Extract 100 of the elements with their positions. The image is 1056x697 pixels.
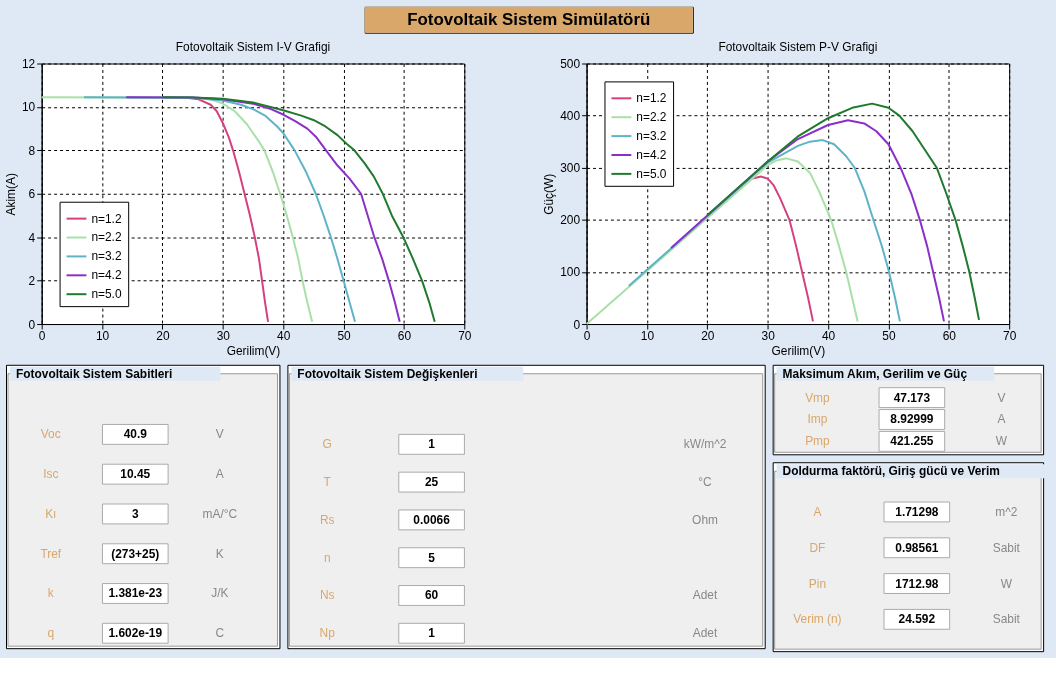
text: 1.602e-19	[108, 626, 163, 641]
text: (273+25)	[111, 546, 160, 561]
legend-label: n=4.2	[91, 268, 122, 283]
y-tick-label: 0	[28, 317, 36, 332]
text: °C	[698, 475, 713, 490]
line-series	[161, 96, 436, 323]
text: 1712.98	[895, 576, 939, 591]
category-label: k	[47, 586, 54, 601]
text: 25	[424, 475, 439, 490]
text: K	[215, 546, 224, 561]
text: 5	[428, 550, 435, 565]
x-tick-label: 60	[942, 329, 957, 344]
y-tick-label: 2	[28, 274, 36, 289]
legend-label: n=2.2	[91, 230, 122, 245]
category-label: Ns	[319, 588, 335, 603]
text: Fotovoltaik Sistem Değişkenleri	[297, 366, 478, 381]
y-tick-label: 400	[560, 109, 581, 124]
text: 1	[428, 626, 435, 641]
text: 40.9	[123, 427, 147, 442]
text: 0.0066	[413, 512, 450, 527]
y-tick-label: 500	[560, 56, 581, 71]
text: Maksimum Akım, Gerilim ve Güç	[782, 366, 968, 381]
chart-title: Fotovoltaik Sistem P-V Grafigi	[718, 39, 878, 54]
text: Sabit	[992, 612, 1021, 627]
x-tick-label: 70	[1003, 329, 1017, 344]
x-tick-label: 40	[277, 329, 291, 344]
y-tick-label: 8	[28, 143, 36, 158]
y-tick-label: 200	[560, 213, 581, 228]
y-axis-title: Akim(A)	[3, 173, 18, 216]
x-tick-label: 0	[583, 329, 591, 344]
category-label: DF	[809, 540, 826, 555]
y-tick-label: 300	[560, 161, 581, 176]
line-series	[125, 96, 401, 323]
text: 1.381e-23	[108, 586, 163, 601]
text: A	[997, 412, 1006, 427]
x-tick-label: 60	[397, 329, 412, 344]
category-label: Verim (n)	[793, 612, 842, 627]
text: C	[215, 626, 225, 641]
text: Adet	[692, 626, 718, 641]
text: V	[215, 427, 224, 442]
text: Ohm	[692, 512, 719, 527]
x-tick-label: 10	[640, 329, 655, 344]
legend-label: n=5.0	[91, 287, 122, 302]
text: V	[997, 390, 1006, 405]
category-label: Tref	[40, 546, 62, 561]
legend-label: n=1.2	[91, 211, 122, 226]
category-label: Imp	[807, 412, 828, 427]
text: 47.173	[893, 390, 931, 405]
category-label: Rs	[319, 512, 335, 527]
text: 60	[424, 588, 439, 603]
y-tick-label: 10	[21, 100, 36, 115]
x-tick-label: 20	[156, 329, 170, 344]
text: 421.255	[890, 434, 934, 449]
text: 0.98561	[895, 540, 939, 555]
text: W	[1000, 576, 1013, 591]
line-series	[82, 96, 356, 323]
x-tick-label: 40	[821, 329, 836, 344]
category-label: A	[813, 504, 822, 519]
text: Sabit	[992, 540, 1021, 555]
y-tick-label: 4	[28, 230, 36, 245]
y-tick-label: 12	[21, 56, 36, 71]
text: Fotovoltaik Sistem Simülatörü	[407, 9, 651, 29]
legend-label: n=1.2	[636, 91, 667, 106]
x-tick-label: 0	[38, 329, 46, 344]
line-series	[706, 102, 980, 321]
x-tick-label: 50	[882, 329, 896, 344]
text: kW/m^2	[683, 437, 727, 452]
x-tick-label: 50	[337, 329, 352, 344]
category-label: n	[323, 550, 331, 565]
text: 3	[131, 506, 139, 521]
legend-label: n=5.0	[636, 166, 667, 181]
x-tick-label: 30	[216, 329, 231, 344]
x-tick-label: 20	[701, 329, 715, 344]
y-tick-label: 0	[573, 317, 581, 332]
text: Adet	[692, 588, 718, 603]
text: mA/°C	[202, 506, 238, 521]
line-series	[627, 139, 901, 323]
category-label: q	[47, 626, 55, 641]
text: 24.592	[898, 612, 936, 627]
text: 1	[428, 437, 435, 452]
text: A	[215, 467, 224, 482]
line-series	[585, 157, 859, 326]
text: m^2	[995, 504, 1018, 519]
category-label: Isc	[43, 467, 59, 482]
chart-title: Fotovoltaik Sistem I-V Grafigi	[175, 39, 331, 54]
text: J/K	[211, 586, 229, 601]
text: W	[995, 434, 1008, 449]
legend-label: n=3.2	[91, 249, 122, 264]
category-label: G	[322, 437, 332, 452]
category-label: Pin	[808, 576, 827, 591]
y-axis-title: Güç(W)	[542, 173, 557, 215]
x-tick-label: 10	[95, 329, 110, 344]
category-label: Np	[319, 626, 336, 641]
legend-label: n=3.2	[636, 129, 667, 144]
text: 10.45	[120, 467, 151, 482]
category-label: Voc	[40, 427, 61, 442]
legend-label: n=2.2	[636, 110, 667, 125]
y-tick-label: 100	[560, 265, 581, 280]
text: Fotovoltaik Sistem Sabitleri	[15, 366, 173, 381]
category-label: Pmp	[805, 434, 831, 449]
